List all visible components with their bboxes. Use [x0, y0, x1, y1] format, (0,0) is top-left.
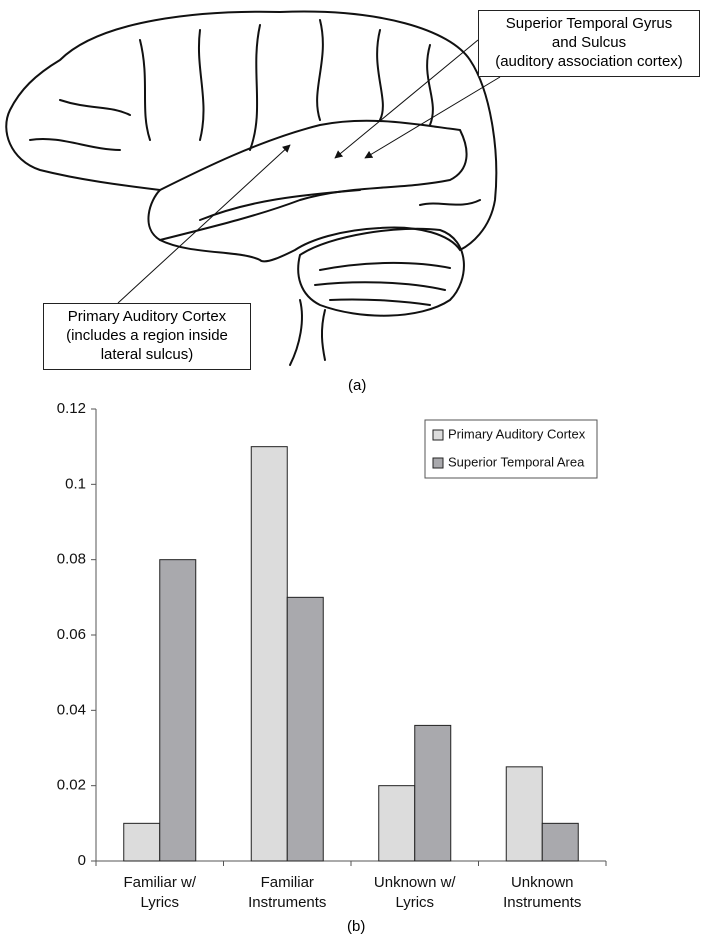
- y-tick-label: 0.12: [57, 400, 86, 417]
- y-tick-label: 0.1: [65, 475, 86, 492]
- caption: (b): [347, 918, 366, 935]
- legend-label: Primary Auditory Cortex: [448, 426, 586, 441]
- legend-box: [424, 419, 598, 479]
- y-tick-label: 0.06: [57, 626, 86, 643]
- x-tick-label: Familiar w/Lyrics: [123, 874, 196, 911]
- pointer-arrow: [364, 76, 501, 159]
- bar: [378, 785, 416, 862]
- legend-swatch: [432, 457, 444, 469]
- x-tick-label: Familiar Instruments: [248, 874, 326, 911]
- y-tick-label: 0: [78, 852, 86, 869]
- bar: [414, 724, 452, 862]
- annotation-box: Primary Auditory Cortex (includes a regi…: [43, 303, 251, 370]
- pointer-arrow: [334, 39, 479, 159]
- y-tick-label: 0.04: [57, 701, 86, 718]
- brain-drawing: [5, 10, 498, 366]
- bar: [541, 822, 579, 862]
- bar: [123, 822, 161, 862]
- x-tick-label: Unknown w/Lyrics: [374, 874, 457, 911]
- bar-chart: 0 0.02 0.04 0.06 0.08 0.1 0.12 Familiar w/Lyric…: [57, 400, 607, 911]
- caption: (a): [348, 377, 367, 394]
- y-tick-label: 0.08: [57, 551, 86, 568]
- annotation-box: Superior Temporal Gyrus and Sulcus (audi…: [478, 10, 700, 77]
- legend-label: Superior Temporal Area: [448, 454, 585, 469]
- pointer-arrow: [117, 144, 291, 304]
- bar: [286, 596, 324, 862]
- y-tick-label: 0.02: [57, 777, 86, 794]
- x-tick-label: Unknown Instruments: [503, 874, 581, 911]
- legend-swatch: [432, 429, 444, 441]
- bar: [159, 559, 197, 862]
- bar: [250, 446, 288, 862]
- bar: [505, 766, 543, 862]
